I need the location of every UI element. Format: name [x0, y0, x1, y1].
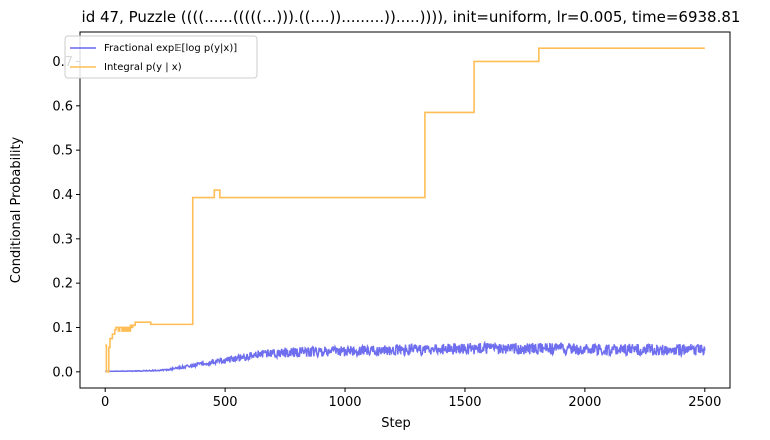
x-tick-label: 1000	[328, 395, 361, 410]
series-layer	[105, 47, 706, 373]
legend-frame	[64, 35, 258, 79]
y-tick-label: 0.0	[52, 365, 73, 380]
x-tick-label: 1500	[448, 395, 481, 410]
series-integral-line	[105, 47, 705, 373]
x-tick-label: 500	[213, 395, 238, 410]
x-tick-label: 2000	[568, 395, 601, 410]
legend-label-fractional: Fractional exp𝔼[log p(y|x)]	[104, 43, 237, 54]
legend-label-integral: Integral p(y | x)	[104, 62, 182, 73]
y-axis-ticks: 0.00.10.20.30.40.50.60.7	[52, 55, 80, 380]
x-axis-label: Step	[381, 416, 411, 431]
plot-area	[79, 31, 731, 389]
legend: Fractional exp𝔼[log p(y|x)] Integral p(y…	[64, 35, 258, 79]
x-tick-label: 2500	[688, 395, 721, 410]
y-tick-label: 0.6	[52, 99, 73, 114]
plot-frame	[79, 31, 731, 389]
y-tick-label: 0.4	[52, 188, 73, 203]
y-tick-label: 0.2	[52, 277, 73, 292]
series-fractional-line	[105, 340, 706, 373]
y-tick-label: 0.5	[52, 144, 73, 159]
x-axis-ticks: 0 500 1000 1500 2000 2500	[101, 388, 721, 410]
y-tick-label: 0.1	[52, 321, 73, 336]
chart-title: id 47, Puzzle ((((......(((((...))).((..…	[82, 8, 741, 26]
x-tick-label: 0	[101, 395, 109, 410]
y-tick-label: 0.3	[52, 232, 73, 247]
y-axis-label: Conditional Probability	[9, 136, 24, 283]
